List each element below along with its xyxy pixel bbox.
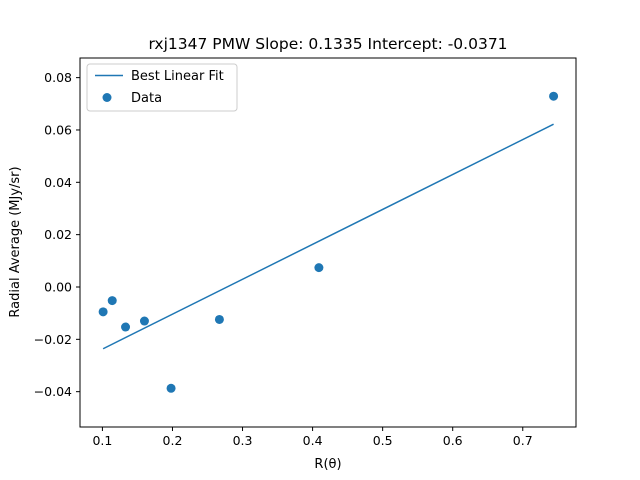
data-point <box>139 316 149 326</box>
data-point <box>121 322 131 332</box>
legend-label-fit: Best Linear Fit <box>131 69 224 84</box>
y-tick-label: −0.02 <box>34 332 72 347</box>
plot-frame <box>79 57 577 428</box>
x-tick-label: 0.2 <box>163 433 183 448</box>
x-tick-label: 0.4 <box>303 433 323 448</box>
x-tick-label: 0.3 <box>233 433 253 448</box>
x-tick-label: 0.6 <box>443 433 463 448</box>
data-point <box>166 383 176 393</box>
axis-ticks: 0.1 0.2 0.3 0.4 0.5 0.6 0.7 −0.04 −0.02 0.00 0.02 0… <box>34 70 533 448</box>
x-tick-label: 0.1 <box>92 433 112 448</box>
y-tick-label: 0.08 <box>44 70 72 85</box>
legend: Best Linear Fit Data <box>86 63 238 112</box>
data-point <box>549 91 559 101</box>
y-tick-label: 0.00 <box>44 279 72 294</box>
y-tick-label: 0.06 <box>44 122 72 137</box>
legend-label-data: Data <box>131 91 162 106</box>
y-tick-label: 0.04 <box>44 175 72 190</box>
fit-line <box>102 123 554 350</box>
x-tick-label: 0.5 <box>373 433 393 448</box>
data-point <box>98 307 108 317</box>
chart-title: rxj1347 PMW Slope: 0.1335 Intercept: -0.… <box>148 35 507 53</box>
x-tick-label: 0.7 <box>513 433 533 448</box>
plot-area <box>98 91 559 393</box>
legend-marker-swatch <box>102 93 112 102</box>
y-tick-label: −0.04 <box>34 384 72 399</box>
data-point <box>214 314 224 324</box>
y-tick-label: 0.02 <box>44 227 72 242</box>
data-point <box>314 263 324 273</box>
data-point <box>107 296 117 306</box>
y-axis-label: Radial Average (MJy/sr) <box>8 166 23 317</box>
legend-box <box>86 63 238 112</box>
x-axis-label: R(θ) <box>314 457 341 472</box>
